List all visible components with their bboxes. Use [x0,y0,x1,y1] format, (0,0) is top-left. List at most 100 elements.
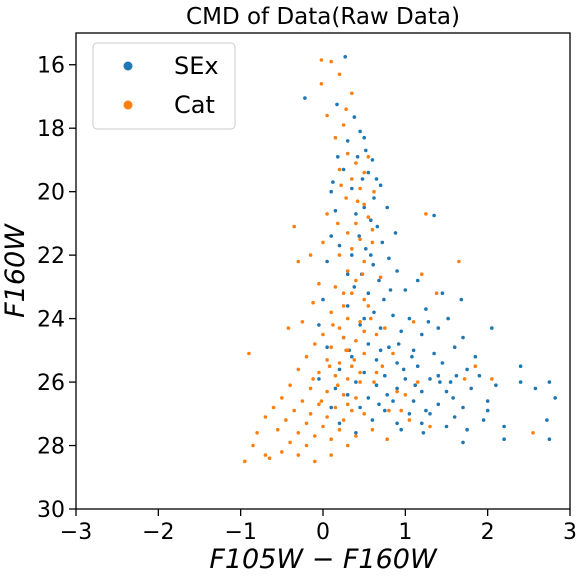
point-cat [292,408,297,413]
legend-label-cat: Cat [174,91,215,119]
x-axis-label: F105W − F160W [209,544,438,575]
point-sex [461,440,465,445]
point-cat [337,72,342,77]
point-sex [325,259,329,264]
point-cat [362,259,367,264]
point-sex [335,102,339,107]
point-sex [481,418,486,422]
point-sex [518,364,523,369]
point-sex [345,272,350,277]
point-sex [369,253,373,257]
point-cat [304,421,309,426]
point-cat [263,415,268,419]
point-cat [358,320,362,324]
point-cat [325,358,329,362]
point-cat [387,408,391,413]
point-sex [459,297,464,302]
point-cat [424,212,428,216]
point-sex [377,402,381,407]
point-sex [345,304,350,308]
point-sex [415,278,420,283]
point-cat [407,418,412,422]
point-cat [329,453,334,457]
point-sex [547,437,552,442]
point-sex [399,329,404,334]
y-tick-label: 26 [37,371,65,396]
point-sex [401,367,406,372]
point-cat [304,443,309,448]
point-sex [426,320,431,324]
point-cat [350,408,354,413]
point-cat [362,202,367,207]
point-cat [329,345,334,350]
point-cat [354,434,358,438]
point-sex [440,361,445,365]
point-sex [403,288,408,292]
point-cat [337,253,342,257]
point-sex [473,354,478,359]
point-sex [329,234,334,238]
series-sex-points [303,55,557,445]
point-cat [329,310,334,315]
x-tick-label: 3 [563,520,577,545]
point-sex [354,212,358,216]
series-cat-points [243,58,535,464]
point-sex [350,253,354,257]
point-sex [424,408,428,413]
point-cat [296,259,301,264]
point-cat [378,275,383,280]
point-sex [336,155,340,159]
point-sex [333,208,338,213]
x-tick-label: −3 [60,520,92,545]
point-cat [325,415,329,419]
point-cat [304,354,309,359]
point-cat [383,326,387,330]
point-cat [370,227,375,232]
point-cat [311,377,315,381]
point-cat [341,304,346,308]
point-cat [391,351,395,356]
point-cat [321,332,325,337]
point-cat [350,247,354,251]
point-sex [547,380,552,384]
point-cat [366,304,371,308]
point-cat [362,170,367,175]
point-cat [350,291,354,296]
point-cat [333,285,338,289]
x-tick-label: 2 [481,520,495,545]
point-sex [366,396,371,400]
point-cat [345,402,350,407]
point-cat [350,364,354,369]
point-sex [446,316,450,321]
point-cat [374,370,379,375]
point-sex [358,323,362,327]
point-cat [341,291,346,296]
point-cat [399,408,404,413]
point-cat [337,326,342,330]
point-sex [331,180,335,184]
point-cat [337,427,342,432]
point-cat [275,427,280,432]
point-sex [362,205,367,210]
point-sex [325,345,329,350]
point-cat [325,212,329,216]
point-cat [403,393,408,397]
y-tick-label: 28 [37,435,65,460]
point-sex [424,307,428,311]
point-sex [369,218,373,222]
point-cat [344,107,348,111]
point-sex [395,421,399,426]
point-cat [354,161,358,165]
point-sex [377,278,381,283]
point-cat [490,377,494,381]
point-cat [372,189,376,194]
point-cat [341,123,346,127]
point-cat [296,367,301,372]
point-cat [319,58,324,62]
legend: SEx Cat [92,42,236,130]
point-sex [364,247,368,251]
point-sex [465,427,469,432]
x-axis: −3 −2 −1 0 1 2 3 [60,509,577,545]
point-sex [345,393,350,397]
